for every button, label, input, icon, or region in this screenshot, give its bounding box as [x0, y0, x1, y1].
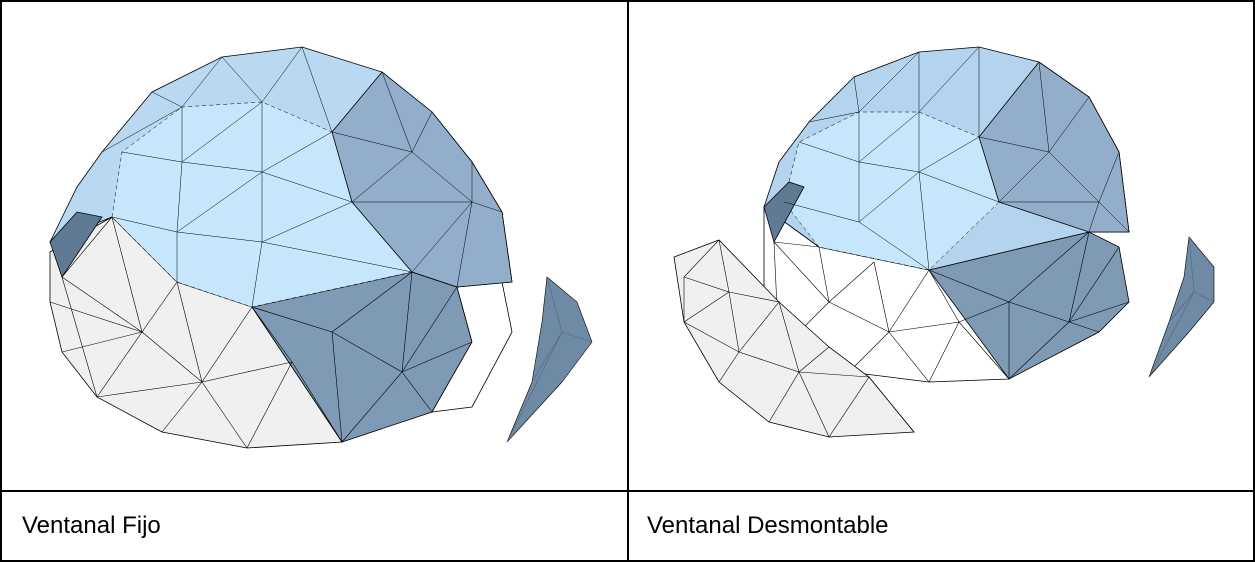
caption-fixed-window: Ventanal Fijo [22, 512, 161, 539]
dome-left-wedge [49, 211, 103, 278]
dome-left-wall-triangles [49, 216, 343, 449]
table-border-right [1253, 0, 1255, 562]
dome-right-panel-triangles [683, 239, 915, 438]
dome-left-detached-panel [506, 276, 593, 443]
dome-right-wall-triangles [773, 241, 1010, 383]
table-row-divider [0, 490, 1255, 492]
dome-right-upper-triangles [783, 46, 1130, 271]
dome-left-mid-right [331, 71, 513, 288]
dome-left-upper-triangles [101, 46, 503, 308]
dome-right-mid [978, 61, 1130, 233]
dome-removable-window-image [673, 46, 1215, 438]
caption-removable-window: Ventanal Desmontable [647, 512, 889, 539]
dome-right-wedge [763, 181, 805, 244]
dome-fixed-window-image [49, 46, 593, 449]
table-column-divider [627, 0, 629, 562]
table-border-left [0, 0, 2, 562]
dome-left-dark-triangles [251, 271, 473, 443]
